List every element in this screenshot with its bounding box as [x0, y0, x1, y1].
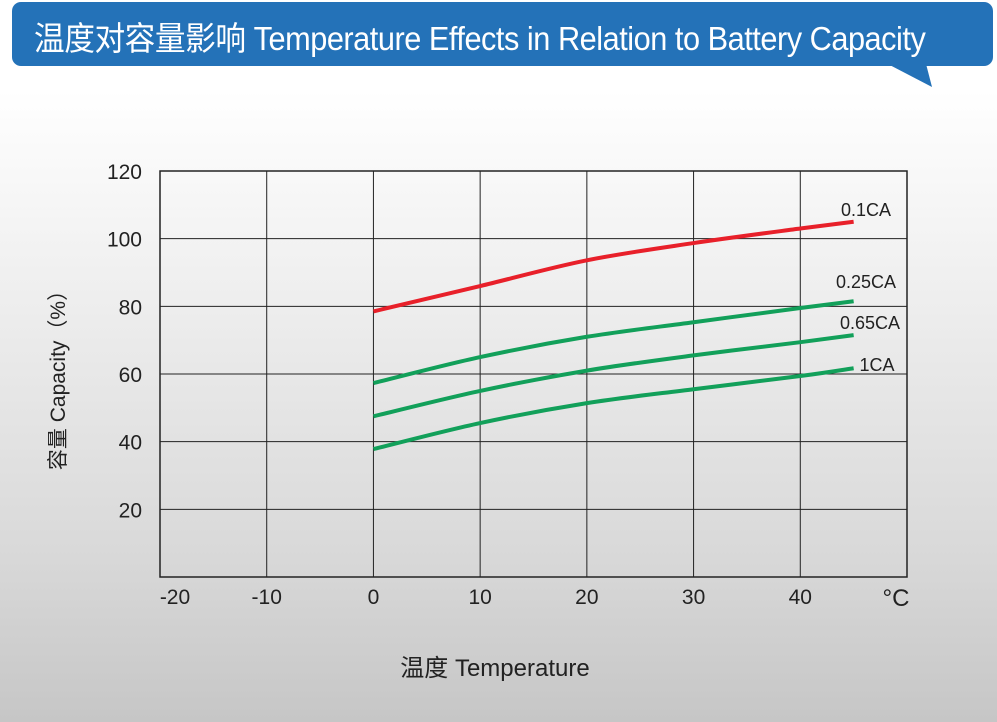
title-banner: 温度对容量影响 Temperature Effects in Relation …	[12, 2, 993, 66]
x-tick-label: 30	[682, 586, 705, 609]
x-tick-label: -20	[160, 586, 190, 609]
series-label: 0.1CA	[841, 200, 891, 220]
y-tick-label: 100	[107, 229, 142, 252]
y-tick-label: 20	[119, 499, 142, 522]
banner-tail	[880, 60, 932, 87]
x-tick-label: 20	[575, 586, 598, 609]
series-line-0.1CA	[372, 219, 854, 314]
chart-title: 温度对容量影响 Temperature Effects in Relation …	[34, 20, 926, 57]
series-line-0.65CA	[372, 333, 854, 419]
series-label: 0.25CA	[836, 272, 896, 292]
x-axis-unit: °C	[883, 585, 910, 612]
y-tick-label: 120	[107, 161, 142, 184]
y-tick-label: 40	[119, 432, 142, 455]
series-label: 1CA	[859, 355, 894, 375]
series-line-0.25CA	[372, 299, 854, 386]
x-tick-label: -10	[252, 586, 282, 609]
x-axis-label: 温度 Temperature	[400, 655, 589, 682]
y-axis-label: 容量 Capacity（%）	[47, 280, 70, 470]
x-tick-label: 0	[368, 586, 380, 609]
y-tick-label: 80	[119, 296, 142, 319]
series-label: 0.65CA	[840, 313, 900, 333]
y-tick-label: 60	[119, 364, 142, 387]
x-tick-label: 40	[789, 586, 812, 609]
series-line-1CA	[372, 366, 854, 452]
x-tick-label: 10	[468, 586, 491, 609]
